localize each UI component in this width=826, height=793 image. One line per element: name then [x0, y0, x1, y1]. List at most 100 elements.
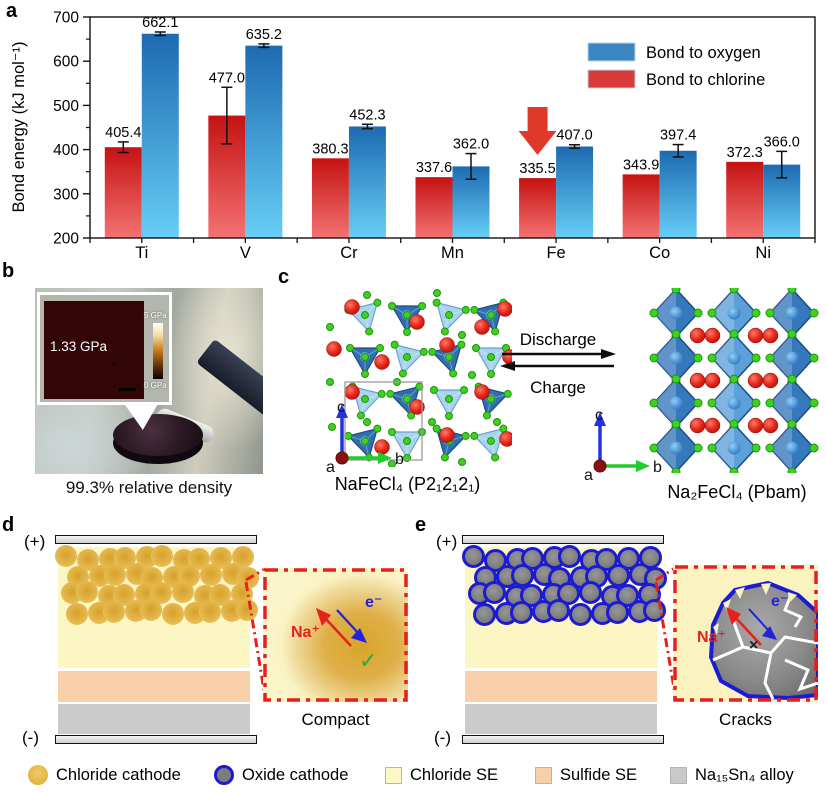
cl-atom [361, 311, 369, 319]
sulfide-se-layer [465, 671, 657, 702]
oxide-cathode-particle [547, 599, 570, 622]
cl-atom [809, 398, 819, 408]
negative-electrode-label-e: (-) [434, 728, 451, 747]
cl-atom [445, 412, 453, 420]
chloride-cathode-particle [236, 599, 258, 621]
sulfide-se-swatch [535, 766, 552, 784]
fecl6-octahedron [649, 374, 703, 432]
oxide-cathode-swatch [214, 765, 234, 785]
cl-atom [487, 395, 495, 403]
fe-atom [785, 351, 799, 365]
na-atom [409, 399, 425, 415]
cl-atom [361, 437, 369, 445]
fecl6-octahedron [707, 329, 761, 387]
fecl4-tetrahedron-light [430, 386, 468, 420]
x-tick-label-Mn: Mn [441, 244, 464, 262]
reaction-arrows: Discharge Charge [498, 330, 618, 397]
value-label: 362.0 [453, 137, 489, 153]
cl-atom [751, 443, 761, 453]
edge-spalls [713, 583, 797, 635]
chloride-cathode-particle [140, 599, 162, 621]
chloride-cathode-particle [76, 581, 98, 603]
cl-atom [751, 353, 761, 363]
fecl4-tetrahedron-dark [470, 298, 508, 336]
chloride-cathode-particle [172, 581, 194, 603]
cl-atom [765, 308, 775, 318]
cl-atom [649, 353, 659, 363]
cl-atom [470, 305, 479, 314]
legend-item-sulfide-se: Sulfide SE [535, 760, 637, 790]
cl-atom [445, 311, 453, 319]
c-axis-arrowhead [594, 412, 606, 426]
y-tick-label: 500 [53, 98, 79, 115]
cl-atom [440, 327, 449, 336]
cl-atom [388, 302, 396, 310]
legend-item-alloy: Na₁₅Sn₄ alloy [670, 760, 794, 790]
cl-atom [707, 353, 717, 363]
na-atom [747, 417, 764, 434]
value-label: 635.2 [246, 27, 282, 43]
fe-atom [785, 306, 799, 320]
fecl6-octahedron [765, 329, 819, 387]
afm-scale-bar [119, 388, 136, 391]
bond-energy-chart: 405.4 662.1 Ti 477.0 635.2 V 380.3 452.3 Cr 337.6… [10, 10, 816, 262]
na-atom [439, 337, 455, 353]
tweezers-handle [196, 338, 263, 436]
chloride-cathode-particle [232, 546, 254, 568]
cl-atom [403, 395, 411, 403]
na-atom [762, 327, 779, 344]
a-axis-label: a [584, 467, 593, 484]
b-axis-arrowhead [636, 460, 650, 472]
cl-atom [671, 329, 681, 339]
oxide-cathode-particle [606, 601, 629, 624]
cl-atom [457, 340, 466, 349]
nafecl4-formula: NaFeCl₄ (P2₁2₁2₁) [334, 474, 481, 494]
fecl4-tetrahedron-light [348, 382, 386, 420]
fe-atom [669, 396, 683, 410]
x-tick-label-Co: Co [649, 244, 670, 262]
cl-atom [671, 419, 681, 429]
c-axis-label: c [595, 407, 603, 424]
y-tick-label: 400 [53, 142, 79, 159]
cl-atom [693, 353, 703, 363]
equilibrium-arrows-icon [500, 349, 616, 371]
cl-atom [809, 308, 819, 318]
value-label: 366.0 [764, 134, 800, 150]
na-atom [689, 417, 706, 434]
cl-atom [787, 419, 797, 429]
cl-atom [363, 418, 371, 426]
legend-label: Chloride cathode [56, 765, 181, 784]
cracked-particle-drawing [673, 565, 818, 702]
chloride-cathode-particle [66, 603, 88, 625]
value-label: 405.4 [105, 125, 141, 141]
cl-atom [707, 308, 717, 318]
cl-atom [440, 453, 449, 462]
legend-swatch-oxygen [587, 42, 636, 62]
value-label: 380.3 [312, 141, 348, 157]
cl-atom [388, 428, 396, 436]
cl-atom [503, 389, 512, 398]
cl-atom [765, 443, 775, 453]
inset-connector-e [654, 566, 677, 695]
alloy-swatch [670, 766, 687, 784]
cl-atom [363, 291, 371, 299]
fecl6-octahedron [765, 288, 819, 342]
cl-atom [328, 423, 336, 431]
positive-electrode-label-e: (+) [436, 532, 458, 551]
panel-label-c: c [278, 266, 290, 288]
cl-atom [386, 389, 395, 398]
na-atom [762, 372, 779, 389]
fe-atom [727, 441, 741, 455]
x-tick-label-Fe: Fe [546, 244, 565, 262]
chloride-cathode-particle [104, 564, 126, 586]
cl-atom [707, 443, 717, 453]
bar-chlorine-Cr [311, 158, 349, 238]
cl-atom [487, 437, 495, 445]
fecl4-tetrahedron-dark [388, 302, 426, 336]
bar-chlorine-Co [622, 174, 660, 238]
figure-legend: Chloride cathode Oxide cathode Chloride … [28, 760, 826, 790]
chloride-se-layer [55, 545, 259, 668]
y-tick-label: 700 [53, 10, 79, 27]
cross-mark: × [749, 637, 759, 654]
electron-arrow [351, 628, 367, 643]
